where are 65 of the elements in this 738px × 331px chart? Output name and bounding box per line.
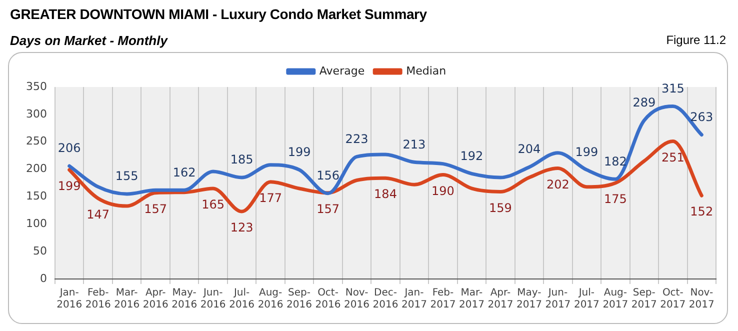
x-tick-label: Apr-2016 — [142, 288, 168, 311]
x-tick-label: Nov-2017 — [688, 288, 714, 311]
y-tick-label: 250 — [26, 134, 47, 148]
caption: Figure 11.2 — [666, 33, 726, 47]
data-label: 185 — [230, 152, 254, 167]
data-label: 202 — [546, 177, 570, 192]
data-label: 156 — [316, 168, 340, 183]
data-label: 157 — [144, 202, 168, 216]
x-tick-label: Sep-2016 — [286, 288, 312, 311]
data-label: 159 — [489, 200, 512, 215]
x-tick-label: May-2017 — [516, 288, 542, 311]
data-label: 199 — [288, 144, 311, 159]
data-label: 165 — [202, 198, 225, 212]
data-label: 192 — [460, 148, 484, 163]
data-label: 199 — [575, 144, 598, 159]
y-tick-label: 300 — [26, 107, 47, 120]
data-label: 157 — [316, 202, 340, 216]
x-tick-label: Nov-2016 — [344, 288, 370, 311]
x-tick-label: Jul-2016 — [229, 288, 255, 311]
chart-subtitle: Days on Market - Monthly — [10, 33, 168, 48]
x-tick-label: Aug-2016 — [258, 288, 284, 311]
x-tick-label: Aug-2017 — [602, 288, 628, 311]
data-label: 315 — [661, 81, 684, 96]
y-tick-label: 350 — [26, 80, 47, 93]
x-tick-label: Jan-2017 — [402, 288, 427, 311]
data-label: 182 — [604, 154, 627, 168]
y-tick-label: 200 — [26, 162, 47, 176]
x-tick-label: Dec-2016 — [372, 288, 398, 311]
y-tick-label: 50 — [32, 244, 47, 258]
data-label: 162 — [172, 165, 196, 180]
x-tick-label: Sep-2017 — [631, 288, 657, 311]
data-label: 184 — [374, 187, 397, 202]
legend-label: Median — [406, 64, 446, 78]
x-tick-label: Mar-2017 — [458, 288, 484, 311]
data-label: 147 — [86, 207, 110, 222]
chart-title: GREATER DOWNTOWN MIAMI - Luxury Condo Market Summary — [10, 6, 427, 22]
data-label: 204 — [518, 142, 541, 156]
data-label: 289 — [632, 96, 656, 110]
data-label: 190 — [432, 184, 454, 198]
data-label: 263 — [690, 110, 714, 124]
x-tick-label: Feb-2016 — [85, 288, 111, 311]
data-label: 213 — [402, 137, 426, 152]
x-tick-label: Jan-2016 — [56, 288, 82, 311]
data-label: 123 — [230, 220, 254, 235]
x-tick-label: Feb-2017 — [430, 288, 456, 311]
y-tick-label: 150 — [26, 190, 47, 203]
x-tick-label: Jul-2017 — [574, 288, 600, 311]
y-tick-label: 0 — [40, 272, 47, 285]
data-label: 206 — [58, 141, 81, 156]
data-label: 251 — [661, 150, 684, 164]
data-label: 177 — [259, 191, 282, 206]
x-tick-label: Oct-2016 — [315, 288, 341, 311]
x-tick-label: Oct-2017 — [660, 288, 686, 311]
data-label: 155 — [115, 169, 138, 184]
legend-label: Average — [319, 64, 365, 78]
x-tick-label: May-2016 — [172, 288, 198, 311]
x-tick-label: Jun-2016 — [200, 288, 226, 311]
y-tick-label: 100 — [26, 217, 47, 230]
data-label: 223 — [345, 132, 368, 146]
data-label: 152 — [690, 204, 714, 219]
data-label: 199 — [58, 178, 81, 193]
x-tick-label: Jun-2017 — [545, 288, 571, 311]
x-tick-label: Apr-2017 — [488, 288, 514, 311]
data-label: 175 — [604, 192, 627, 206]
x-tick-label: Mar-2016 — [114, 288, 140, 311]
